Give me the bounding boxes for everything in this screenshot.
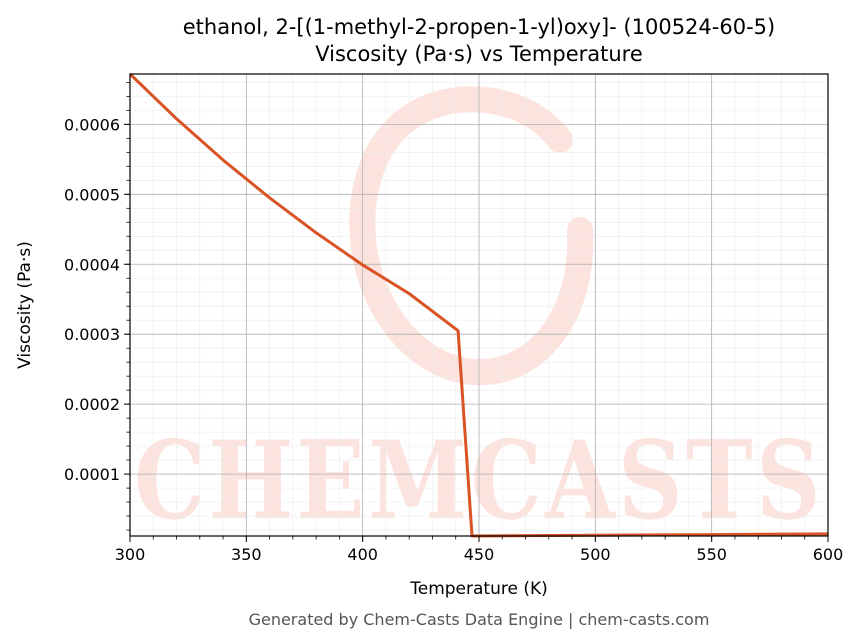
chart-subtitle: Viscosity (Pa·s) vs Temperature [315, 42, 643, 66]
x-tick-label: 550 [696, 545, 727, 564]
y-tick-label: 0.0006 [64, 115, 120, 134]
x-axis-label: Temperature (K) [409, 579, 548, 599]
y-tick-label: 0.0004 [64, 255, 120, 274]
x-tick-label: 600 [813, 545, 844, 564]
x-tick-label: 450 [464, 545, 495, 564]
series-line-viscosity [128, 72, 829, 538]
y-tick-label: 0.0003 [64, 325, 120, 344]
y-axis-label: Viscosity (Pa·s) [15, 241, 35, 369]
x-tick-label: 500 [580, 545, 611, 564]
y-tick-label: 0.0005 [64, 185, 120, 204]
y-tick-label: 0.0001 [64, 465, 120, 484]
footer-credit: Generated by Chem-Casts Data Engine | ch… [249, 610, 710, 629]
x-tick-label: 400 [347, 545, 378, 564]
series-layer [128, 72, 829, 538]
watermark-text: CHEMCASTS [134, 418, 824, 544]
watermark-swirl-icon [349, 86, 594, 385]
chemcasts-watermark: CHEMCASTS [134, 86, 824, 544]
x-tick-label: 300 [115, 545, 146, 564]
y-tick-label: 0.0002 [64, 395, 120, 414]
ticks: 300 350 400 450 500 550 600 0.0001 0.0002 0.0003 0… [64, 81, 844, 564]
chart-title: ethanol, 2-[(1-methyl-2-propen-1-yl)oxy]… [183, 15, 775, 39]
x-tick-label: 350 [231, 545, 262, 564]
